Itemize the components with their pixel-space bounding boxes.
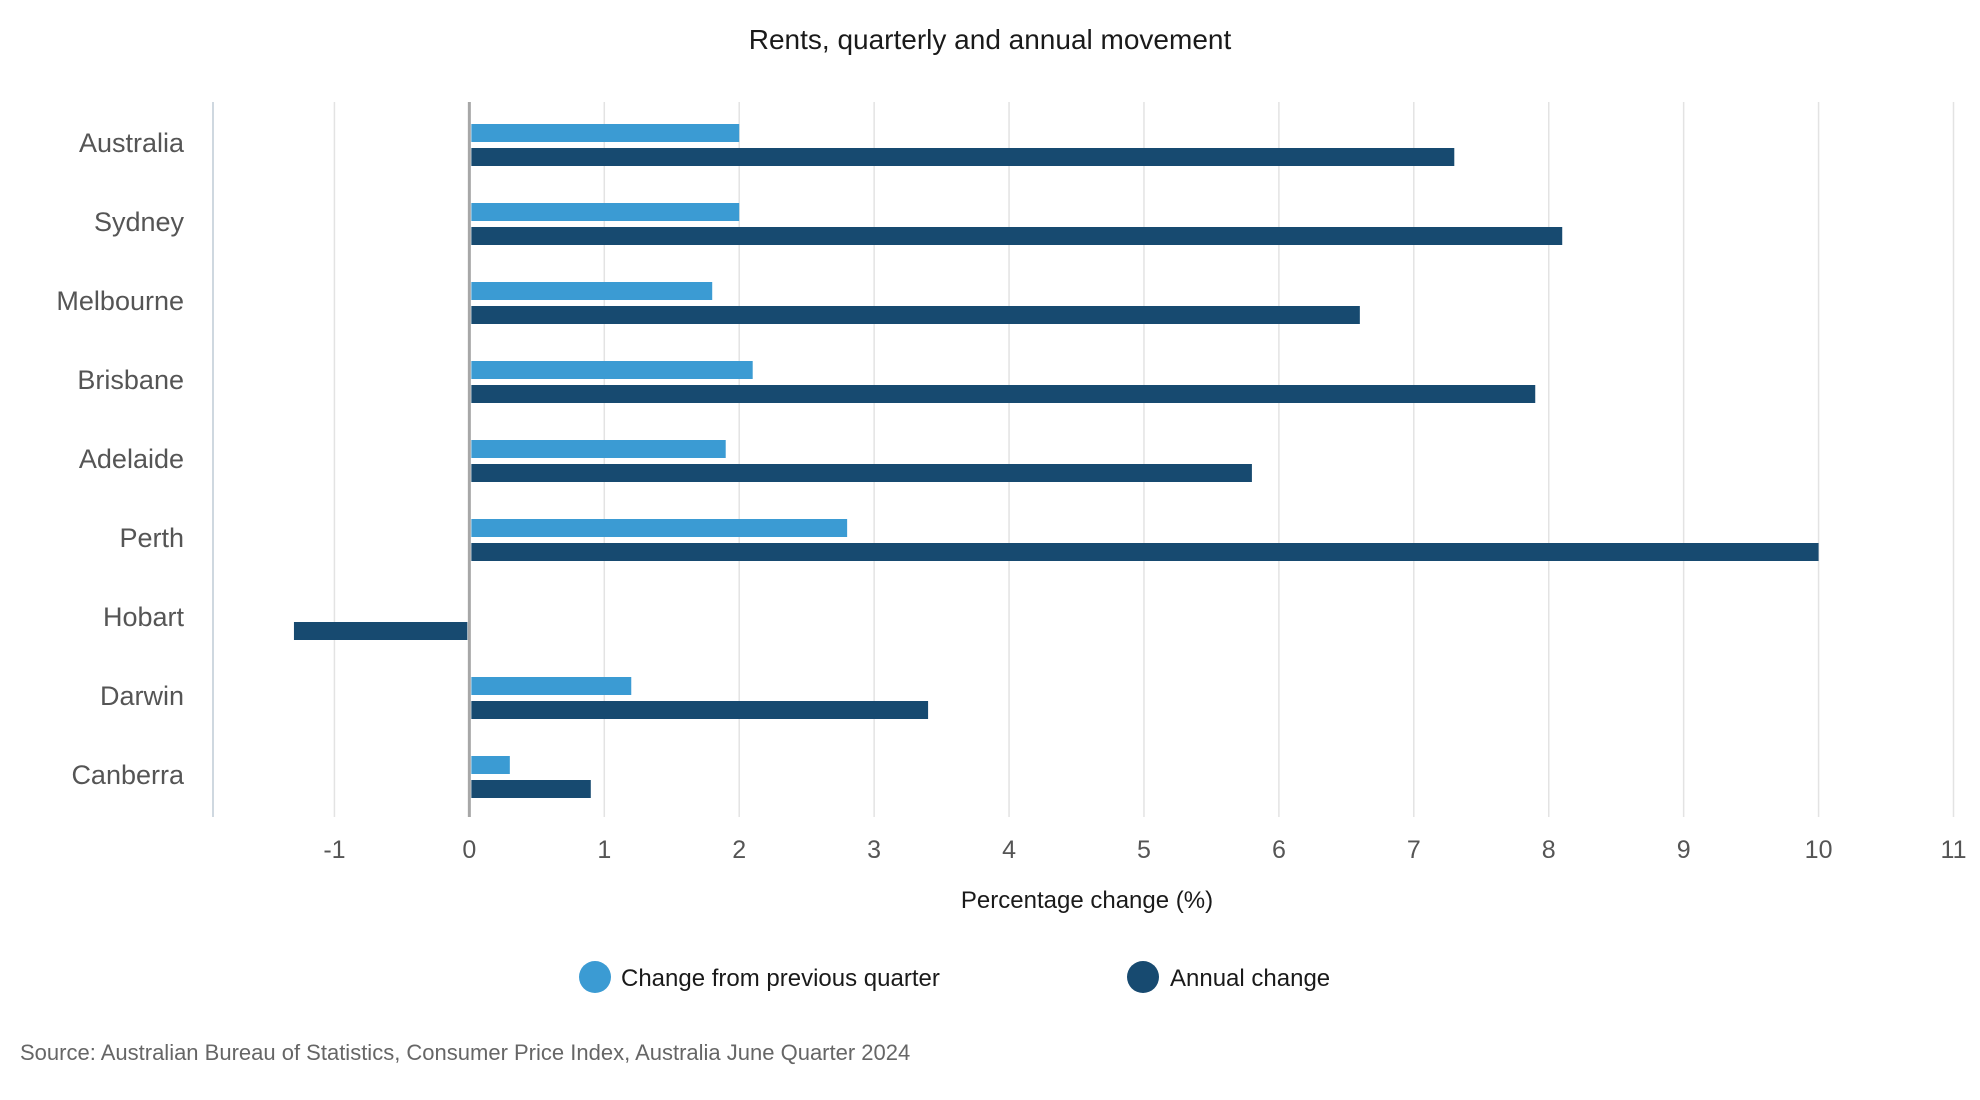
category-label: Brisbane	[77, 365, 184, 395]
bar-annual-melbourne	[471, 306, 1360, 324]
category-label: Darwin	[100, 681, 184, 711]
x-tick-label: 11	[1941, 836, 1967, 864]
x-tick-label: 5	[1137, 836, 1151, 864]
legend-label: Annual change	[1170, 965, 1330, 992]
x-tick-label: 1	[597, 836, 611, 864]
category-label: Melbourne	[56, 286, 184, 316]
category-label: Canberra	[71, 760, 185, 790]
legend: Change from previous quarter Annual chang…	[579, 961, 1330, 993]
bar-quarterly-melbourne	[471, 282, 713, 300]
bar-quarterly-darwin	[471, 677, 632, 695]
chart-title: Rents, quarterly and annual movement	[749, 24, 1232, 55]
legend-swatch	[579, 961, 611, 993]
bar-quarterly-australia	[471, 124, 740, 142]
bar-annual-hobart	[293, 622, 468, 640]
category-labels: Australia Sydney Melbourne Brisbane Adelaide…	[56, 128, 185, 790]
bar-quarterly-perth	[471, 519, 848, 537]
x-tick-labels: -1 0 1 2 3 4 5 6 7 8 9 10 11	[323, 836, 1966, 864]
grid-layer	[212, 102, 1955, 817]
x-tick-label: 0	[462, 836, 476, 864]
category-label: Hobart	[103, 602, 185, 632]
category-label: Sydney	[94, 207, 185, 237]
bar-quarterly-sydney	[471, 203, 740, 221]
x-tick-label: 6	[1272, 836, 1286, 864]
bar-annual-brisbane	[471, 385, 1536, 403]
category-label: Adelaide	[79, 444, 184, 474]
bar-quarterly-adelaide	[471, 440, 726, 458]
category-label: Australia	[79, 128, 185, 158]
x-tick-label: 7	[1407, 836, 1421, 864]
x-tick-label: -1	[323, 836, 345, 864]
bar-quarterly-canberra	[471, 756, 510, 774]
bar-annual-australia	[471, 148, 1455, 166]
x-tick-label: 9	[1677, 836, 1691, 864]
legend-swatch	[1127, 961, 1159, 993]
bars-layer	[293, 124, 1819, 798]
x-tick-label: 4	[1002, 836, 1016, 864]
x-tick-label: 10	[1805, 836, 1833, 864]
x-tick-label: 2	[732, 836, 746, 864]
bar-quarterly-brisbane	[471, 361, 753, 379]
bar-annual-perth	[471, 543, 1819, 561]
category-label: Perth	[119, 523, 184, 553]
x-tick-label: 3	[867, 836, 881, 864]
source-note: Source: Australian Bureau of Statistics,…	[20, 1040, 910, 1065]
x-axis-title: Percentage change (%)	[961, 887, 1213, 914]
legend-label: Change from previous quarter	[621, 965, 940, 992]
x-tick-label: 8	[1542, 836, 1556, 864]
bar-annual-darwin	[471, 701, 929, 719]
bar-annual-adelaide	[471, 464, 1252, 482]
bar-annual-canberra	[471, 780, 591, 798]
bar-annual-sydney	[471, 227, 1563, 245]
